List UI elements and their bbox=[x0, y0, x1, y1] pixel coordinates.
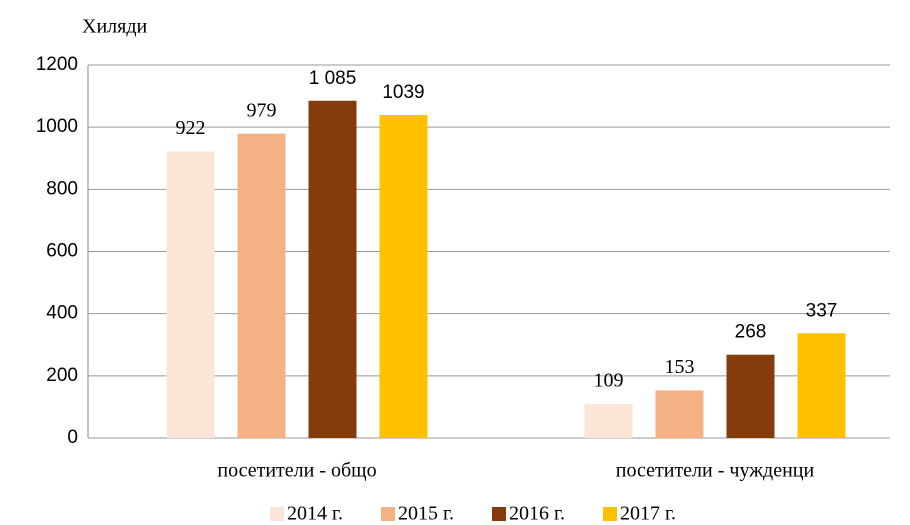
data-label: 337 bbox=[806, 300, 838, 321]
y-tick-label: 0 bbox=[67, 427, 78, 448]
legend-label: 2016 г. bbox=[509, 503, 565, 525]
legend-swatch bbox=[492, 507, 506, 521]
bar bbox=[379, 115, 428, 439]
legend-label: 2015 г. bbox=[398, 503, 454, 525]
legend-label: 2014 г. bbox=[287, 503, 343, 525]
data-label: 922 bbox=[176, 117, 206, 139]
y-tick-label: 800 bbox=[46, 178, 78, 199]
data-label: 979 bbox=[247, 99, 277, 121]
bar bbox=[655, 390, 704, 438]
bar bbox=[726, 354, 775, 438]
y-tick-label: 1000 bbox=[36, 116, 78, 137]
bar bbox=[797, 333, 846, 438]
data-label: 109 bbox=[594, 370, 624, 392]
y-axis-label: Хиляди bbox=[82, 16, 148, 38]
bar bbox=[584, 404, 633, 438]
legend-label: 2017 г. bbox=[620, 503, 676, 525]
data-label: 1 085 bbox=[309, 68, 357, 89]
y-tick-label: 600 bbox=[46, 241, 78, 262]
y-tick-label: 1200 bbox=[36, 54, 78, 75]
data-label: 153 bbox=[665, 356, 695, 378]
legend-swatch bbox=[270, 507, 284, 521]
bar bbox=[237, 133, 286, 439]
y-tick-label: 400 bbox=[46, 303, 78, 324]
x-tick-label: посетители - чужденци bbox=[616, 460, 815, 482]
bar bbox=[308, 100, 357, 438]
legend-swatch bbox=[603, 507, 617, 521]
data-label: 268 bbox=[735, 322, 767, 343]
y-tick-label: 200 bbox=[46, 365, 78, 386]
x-tick-label: посетители - общо bbox=[217, 460, 376, 482]
bar bbox=[166, 151, 215, 438]
data-label: 1039 bbox=[382, 82, 424, 103]
legend-swatch bbox=[381, 507, 395, 521]
